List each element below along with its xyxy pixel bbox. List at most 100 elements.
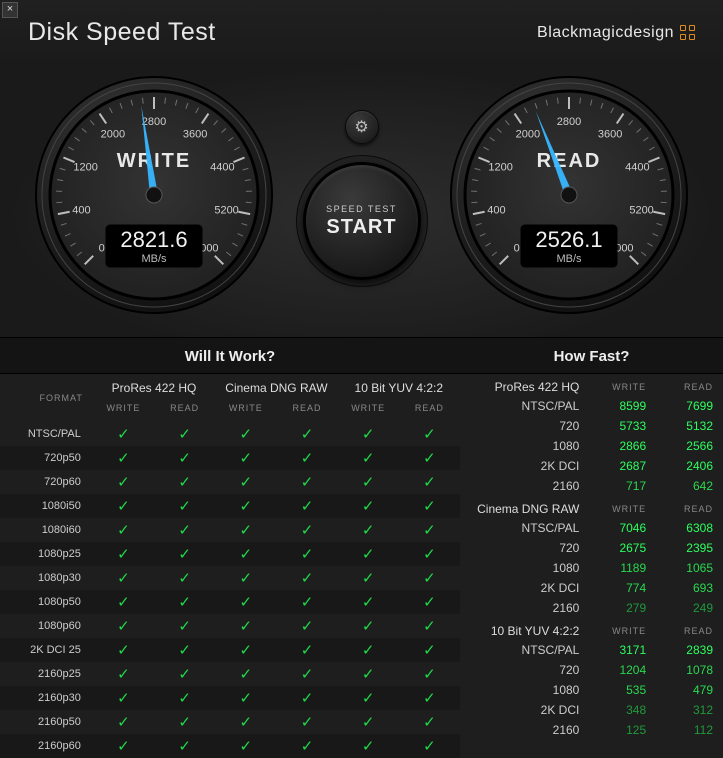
resolution-label: 2160 bbox=[460, 476, 589, 496]
format-label: 720p50 bbox=[0, 446, 93, 470]
codec-header: ProRes 422 HQ bbox=[460, 374, 589, 396]
wr-header: READ bbox=[656, 618, 723, 640]
check-cell: ✓ bbox=[338, 446, 399, 470]
check-icon: ✓ bbox=[362, 570, 375, 587]
svg-text:3600: 3600 bbox=[598, 128, 622, 140]
check-cell: ✓ bbox=[276, 422, 337, 446]
wr-header: WRITE bbox=[589, 618, 656, 640]
table-row: NTSC/PAL70466308 bbox=[460, 518, 723, 538]
check-cell: ✓ bbox=[338, 494, 399, 518]
check-cell: ✓ bbox=[399, 662, 460, 686]
check-icon: ✓ bbox=[423, 714, 436, 731]
check-icon: ✓ bbox=[117, 738, 130, 755]
check-cell: ✓ bbox=[276, 686, 337, 710]
wr-header: READ bbox=[656, 374, 723, 396]
check-cell: ✓ bbox=[215, 542, 276, 566]
check-cell: ✓ bbox=[276, 470, 337, 494]
write-gauge: 04001200200028003600440052006000WRITE282… bbox=[32, 73, 276, 317]
format-label: 1080p25 bbox=[0, 542, 93, 566]
check-icon: ✓ bbox=[362, 426, 375, 443]
check-cell: ✓ bbox=[154, 542, 215, 566]
how-fast-table: ProRes 422 HQWRITEREADNTSC/PAL8599769972… bbox=[460, 374, 723, 740]
resolution-label: 720 bbox=[460, 538, 589, 558]
close-button[interactable]: × bbox=[2, 2, 18, 18]
gauge-label: READ bbox=[537, 150, 602, 172]
svg-text:0: 0 bbox=[99, 242, 105, 254]
wr-header: READ bbox=[399, 398, 460, 422]
format-label: 1080p60 bbox=[0, 614, 93, 638]
check-icon: ✓ bbox=[362, 498, 375, 515]
app-title: Disk Speed Test bbox=[28, 18, 216, 47]
format-label: 2160p30 bbox=[0, 686, 93, 710]
check-cell: ✓ bbox=[338, 734, 399, 758]
check-cell: ✓ bbox=[215, 566, 276, 590]
resolution-label: 2K DCI bbox=[460, 578, 589, 598]
check-cell: ✓ bbox=[154, 518, 215, 542]
check-icon: ✓ bbox=[178, 690, 191, 707]
table-row: 2K DCI26872406 bbox=[460, 456, 723, 476]
check-icon: ✓ bbox=[301, 570, 314, 587]
read-value: 642 bbox=[656, 476, 723, 496]
check-cell: ✓ bbox=[215, 662, 276, 686]
resolution-label: 2160 bbox=[460, 598, 589, 618]
check-icon: ✓ bbox=[423, 690, 436, 707]
check-icon: ✓ bbox=[178, 546, 191, 563]
wr-header: WRITE bbox=[93, 398, 154, 422]
check-cell: ✓ bbox=[399, 566, 460, 590]
resolution-label: 720 bbox=[460, 660, 589, 680]
read-value: 2406 bbox=[656, 456, 723, 476]
check-cell: ✓ bbox=[338, 590, 399, 614]
brand-logo: Blackmagicdesign bbox=[537, 24, 695, 42]
table-row: 1080i50✓✓✓✓✓✓ bbox=[0, 494, 460, 518]
check-cell: ✓ bbox=[399, 446, 460, 470]
check-icon: ✓ bbox=[362, 522, 375, 539]
check-icon: ✓ bbox=[117, 666, 130, 683]
check-icon: ✓ bbox=[423, 474, 436, 491]
table-row: 1080p25✓✓✓✓✓✓ bbox=[0, 542, 460, 566]
check-cell: ✓ bbox=[276, 494, 337, 518]
write-value: 3171 bbox=[589, 640, 656, 660]
check-cell: ✓ bbox=[93, 566, 154, 590]
check-cell: ✓ bbox=[338, 470, 399, 494]
write-value: 7046 bbox=[589, 518, 656, 538]
format-label: 720p60 bbox=[0, 470, 93, 494]
check-icon: ✓ bbox=[301, 666, 314, 683]
check-cell: ✓ bbox=[215, 686, 276, 710]
table-row: 72057335132 bbox=[460, 416, 723, 436]
check-icon: ✓ bbox=[301, 522, 314, 539]
check-cell: ✓ bbox=[154, 686, 215, 710]
check-cell: ✓ bbox=[215, 590, 276, 614]
check-icon: ✓ bbox=[301, 426, 314, 443]
write-value: 2866 bbox=[589, 436, 656, 456]
table-row: 108011891065 bbox=[460, 558, 723, 578]
svg-text:5200: 5200 bbox=[214, 204, 238, 216]
table-row: 2160717642 bbox=[460, 476, 723, 496]
check-icon: ✓ bbox=[178, 570, 191, 587]
brand-dots-icon bbox=[680, 25, 695, 40]
svg-text:400: 400 bbox=[487, 204, 505, 216]
check-cell: ✓ bbox=[154, 662, 215, 686]
check-cell: ✓ bbox=[399, 518, 460, 542]
check-cell: ✓ bbox=[154, 422, 215, 446]
check-cell: ✓ bbox=[93, 446, 154, 470]
how-fast-panel: How Fast? ProRes 422 HQWRITEREADNTSC/PAL… bbox=[460, 338, 723, 758]
resolution-label: 1080 bbox=[460, 436, 589, 456]
settings-button[interactable]: ⚙ bbox=[345, 110, 379, 144]
check-cell: ✓ bbox=[338, 614, 399, 638]
check-icon: ✓ bbox=[240, 594, 253, 611]
check-icon: ✓ bbox=[362, 690, 375, 707]
check-cell: ✓ bbox=[154, 734, 215, 758]
check-icon: ✓ bbox=[423, 522, 436, 539]
check-icon: ✓ bbox=[240, 426, 253, 443]
check-cell: ✓ bbox=[154, 614, 215, 638]
read-value: 5132 bbox=[656, 416, 723, 436]
check-icon: ✓ bbox=[240, 498, 253, 515]
resolution-label: NTSC/PAL bbox=[460, 518, 589, 538]
check-cell: ✓ bbox=[154, 470, 215, 494]
start-button[interactable]: SPEED TEST START bbox=[303, 162, 421, 280]
check-cell: ✓ bbox=[154, 566, 215, 590]
check-cell: ✓ bbox=[399, 590, 460, 614]
resolution-label: NTSC/PAL bbox=[460, 396, 589, 416]
check-icon: ✓ bbox=[423, 642, 436, 659]
svg-text:2000: 2000 bbox=[516, 128, 540, 140]
